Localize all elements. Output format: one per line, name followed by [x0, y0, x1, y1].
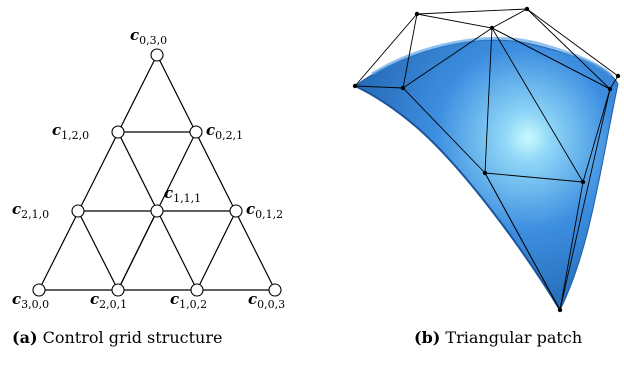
caption-a-tag: (a) [12, 328, 38, 347]
label-c210: c2,1,0 [12, 200, 49, 221]
control-point-c120 [112, 126, 124, 138]
grid-edge [39, 55, 157, 290]
control-point-c030 [151, 49, 163, 61]
net-point [616, 74, 620, 78]
grid-edge [78, 211, 118, 290]
label-c111: c1,1,1 [164, 184, 201, 205]
control-point-c021 [190, 126, 202, 138]
control-point-c111 [151, 205, 163, 217]
caption-a: (a) Control grid structure [12, 328, 222, 347]
control-point-c201 [112, 284, 124, 296]
label-c021: c0,2,1 [206, 121, 243, 142]
control-point-labels: c0,3,0 c1,2,0 c0,2,1 c2,1,0 c1,1,1 c0,1,… [12, 26, 285, 311]
control-point-c102 [191, 284, 203, 296]
label-c030: c0,3,0 [130, 26, 167, 47]
grid-edge [197, 211, 236, 290]
label-c012: c0,1,2 [246, 200, 283, 221]
net-point [525, 7, 529, 11]
caption-a-text: Control grid structure [43, 328, 223, 347]
net-point [415, 12, 419, 16]
net-point [490, 26, 494, 30]
control-point-c012 [230, 205, 242, 217]
net-point [483, 171, 487, 175]
net-point [558, 308, 562, 312]
net-point [353, 84, 357, 88]
triangular-patch [353, 7, 620, 312]
grid-edges [39, 55, 275, 290]
control-points [33, 49, 281, 296]
control-point-c300 [33, 284, 45, 296]
grid-edge [157, 55, 275, 290]
caption-b-text: Triangular patch [445, 328, 582, 347]
net-point [401, 86, 405, 90]
control-point-c003 [269, 284, 281, 296]
net-point [608, 87, 612, 91]
net-edge [417, 9, 527, 28]
caption-b-tag: (b) [414, 328, 440, 347]
label-c120: c1,2,0 [52, 121, 89, 142]
control-point-c210 [72, 205, 84, 217]
net-point [581, 180, 585, 184]
control-grid: c0,3,0 c1,2,0 c0,2,1 c2,1,0 c1,1,1 c0,1,… [12, 26, 285, 311]
caption-b: (b) Triangular patch [414, 328, 582, 347]
grid-edge [118, 211, 157, 290]
